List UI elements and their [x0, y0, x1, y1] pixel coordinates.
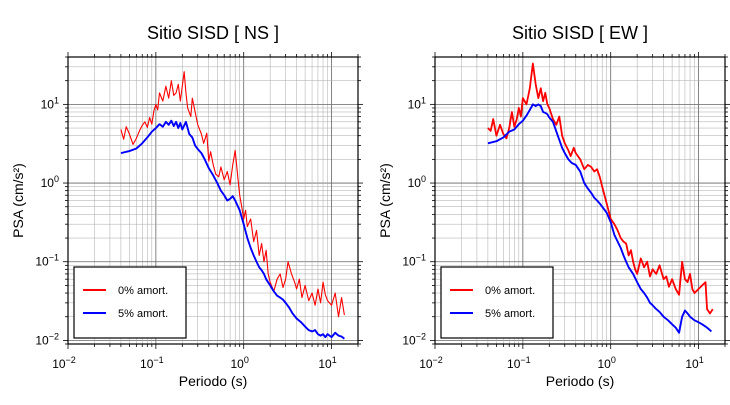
tick-marks — [430, 52, 730, 349]
legend-label: 5% amort. — [485, 308, 535, 320]
x-tick-label: 100 — [231, 355, 249, 371]
tick-exponent: 1 — [54, 95, 59, 105]
legend: 0% amort. 5% amort. — [440, 266, 554, 339]
legend-box — [440, 266, 554, 339]
tick-exponent: 0 — [244, 355, 249, 365]
x-tick-label: 101 — [685, 355, 703, 371]
tick-exponent: 0 — [421, 174, 426, 184]
chart-title: Sitio SISD [ EW ] — [512, 23, 648, 43]
tick-exponent: −2 — [433, 355, 443, 365]
y-tick-label: 10−1 — [402, 253, 426, 269]
tick-exponent: −2 — [416, 331, 426, 341]
y-tick-label: 100 — [41, 174, 59, 190]
series-line-blue-5pct — [487, 103, 713, 334]
tick-exponent: −1 — [520, 355, 530, 365]
tick-base: 10 — [685, 357, 699, 371]
tick-base: 10 — [408, 176, 422, 190]
tick-exponent: −1 — [153, 355, 163, 365]
x-tick-label: 10−2 — [419, 355, 443, 371]
series-line-red-0pct — [487, 62, 714, 315]
x-axis-label: Periodo (s) — [546, 373, 614, 389]
y-tick-label: 100 — [408, 174, 426, 190]
tick-marks — [63, 52, 363, 349]
tick-base: 10 — [231, 357, 245, 371]
tick-exponent: 1 — [699, 355, 704, 365]
y-tick-label: 10−1 — [35, 253, 59, 269]
legend-label: 0% amort. — [485, 285, 535, 297]
series-line-blue-5pct — [120, 119, 345, 340]
tick-base: 10 — [52, 357, 66, 371]
y-tick-label: 101 — [41, 95, 59, 111]
series-line-red-0pct — [120, 71, 345, 318]
y-tick-label: 101 — [408, 95, 426, 111]
tick-base: 10 — [408, 97, 422, 111]
y-tick-label: 10−2 — [402, 331, 426, 347]
legend-label: 0% amort. — [118, 285, 168, 297]
x-tick-label: 101 — [318, 355, 336, 371]
x-tick-label: 10−1 — [507, 355, 531, 371]
tick-base: 10 — [41, 176, 55, 190]
legend-box — [73, 266, 187, 339]
tick-base: 10 — [419, 357, 433, 371]
tick-exponent: 1 — [332, 355, 337, 365]
tick-exponent: −2 — [66, 355, 76, 365]
tick-exponent: −1 — [49, 253, 59, 263]
y-tick-label: 10−2 — [35, 331, 59, 347]
x-tick-label: 10−2 — [52, 355, 76, 371]
x-tick-label: 100 — [598, 355, 616, 371]
tick-base: 10 — [402, 333, 416, 347]
tick-base: 10 — [507, 357, 521, 371]
tick-base: 10 — [35, 255, 49, 269]
y-axis-label: PSA (cm/s²) — [10, 163, 26, 238]
tick-base: 10 — [318, 357, 332, 371]
y-axis-label: PSA (cm/s²) — [377, 163, 393, 238]
tick-exponent: 0 — [611, 355, 616, 365]
tick-base: 10 — [598, 357, 612, 371]
tick-exponent: 1 — [421, 95, 426, 105]
chart-title: Sitio SISD [ NS ] — [147, 23, 279, 43]
x-axis-label: Periodo (s) — [179, 373, 247, 389]
tick-base: 10 — [41, 97, 55, 111]
legend-label: 5% amort. — [118, 308, 168, 320]
tick-base: 10 — [35, 333, 49, 347]
tick-base: 10 — [140, 357, 154, 371]
tick-exponent: −2 — [49, 331, 59, 341]
tick-exponent: −1 — [416, 253, 426, 263]
tick-exponent: 0 — [54, 174, 59, 184]
x-tick-label: 10−1 — [140, 355, 164, 371]
tick-base: 10 — [402, 255, 416, 269]
legend: 0% amort. 5% amort. — [73, 266, 187, 339]
